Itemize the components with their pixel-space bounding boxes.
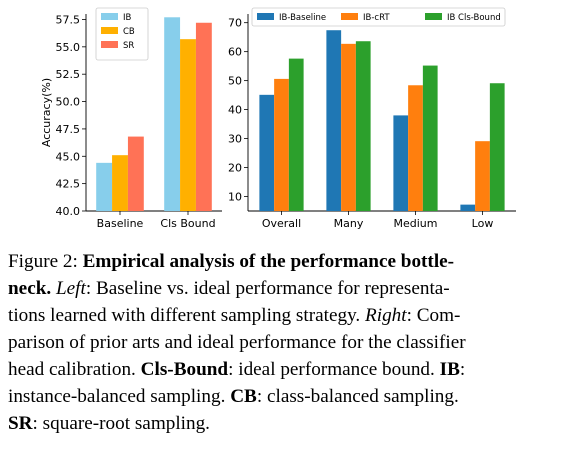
figure: 40.0 42.5 45.0 47.5 50.0 52.5 55.0 57.5 Baseline…	[40, 7, 516, 230]
y-tick-label: 45.0	[56, 150, 81, 163]
y-tick-label: 57.5	[56, 13, 81, 26]
bar-ib-cls-bound-overall	[288, 58, 304, 212]
bar-sr-baseline	[127, 136, 144, 211]
legend-label: IB-cRT	[363, 13, 390, 23]
bar-ib-baseline	[96, 162, 113, 211]
caption-right-text-3: head calibration.	[8, 359, 141, 380]
caption-ib-term: IB	[439, 359, 460, 380]
bar-ib-baseline-low	[460, 204, 476, 211]
caption-right-label: Right	[365, 305, 407, 326]
y-tick-label: 55.0	[56, 41, 81, 54]
caption-cb-def: : class-balanced sampling.	[256, 386, 459, 407]
y-tick-label: 30	[228, 133, 242, 146]
caption-cb-term: CB	[230, 386, 257, 407]
legend-swatch	[425, 13, 442, 20]
y-tick-label: 52.5	[56, 68, 81, 81]
bar-ib-crt-low	[475, 141, 490, 211]
bar-ib-crt-overall	[274, 78, 289, 211]
bar-cb-cls-bound	[180, 39, 196, 211]
y-tick-label: 47.5	[56, 123, 81, 136]
x-tick-label: Cls Bound	[160, 217, 215, 230]
caption-left-label: Left	[55, 278, 86, 299]
y-tick-label: 50.0	[56, 96, 81, 109]
legend-label: IB-Baseline	[279, 13, 326, 23]
legend-swatch	[257, 13, 274, 20]
caption-left-text-2: tions learned with different sampling st…	[8, 305, 366, 326]
y-tick-label: 60	[228, 46, 242, 59]
legend-label: CB	[123, 27, 135, 37]
x-tick-label: Overall	[262, 217, 301, 230]
y-tick-label: 42.5	[56, 178, 81, 191]
caption-sr-def: : square-root sampling.	[32, 413, 210, 434]
legend-swatch	[341, 13, 358, 20]
caption-title-1: Empirical analysis of the performance bo…	[82, 251, 455, 272]
caption-left-text-1: : Baseline vs. ideal performance for rep…	[85, 278, 450, 299]
caption-clsbound-def: : ideal performance bound.	[228, 359, 440, 380]
bar-ib-cls-bound-low	[489, 83, 505, 211]
x-tick-label: Baseline	[97, 217, 144, 230]
caption-fig-label: Figure 2:	[8, 251, 83, 272]
bar-ib-cls-bound-many	[355, 41, 371, 211]
bar-ib-baseline-many	[326, 30, 342, 212]
x-tick-label: Medium	[394, 217, 438, 230]
bar-sr-cls-bound	[195, 22, 212, 212]
legend-swatch	[101, 27, 118, 34]
legend-label: SR	[123, 41, 134, 51]
y-tick-label: 50	[228, 75, 242, 88]
right-chart: 10 20 30 40 50 60 70 Overall Many Medium Low IB-Bas…	[228, 7, 516, 230]
bar-ib-baseline-overall	[259, 94, 275, 211]
legend-label: IB Cls-Bound	[447, 13, 501, 23]
caption-ib-def-1: :	[459, 359, 466, 380]
bar-ib-cls-bound	[164, 17, 181, 212]
y-tick-label: 10	[228, 191, 242, 204]
caption-title-2: neck.	[8, 278, 52, 299]
bar-ib-crt-many	[341, 43, 356, 211]
caption-ib-def-2: instance-balanced sampling.	[8, 386, 231, 407]
bar-cb-baseline	[112, 155, 128, 211]
y-tick-label: 40	[228, 104, 242, 117]
legend-box	[251, 7, 506, 27]
y-tick-label: 40.0	[56, 205, 81, 218]
legend-swatch	[101, 13, 118, 20]
caption-sr-term: SR	[8, 413, 33, 434]
legend-label: IB	[123, 13, 132, 23]
caption-right-text-2: parison of prior arts and ideal performa…	[8, 332, 466, 353]
y-tick-label: 70	[228, 17, 242, 30]
y-axis-label: Accuracy(%)	[40, 78, 53, 147]
x-tick-label: Many	[334, 217, 364, 230]
bar-ib-crt-medium	[408, 85, 423, 211]
bar-ib-cls-bound-medium	[422, 65, 438, 211]
caption-clsbound-term: Cls-Bound	[140, 359, 229, 380]
y-tick-label: 20	[228, 162, 242, 175]
bar-ib-baseline-medium	[393, 115, 409, 211]
caption-right-text-1: : Com-	[406, 305, 461, 326]
left-chart: 40.0 42.5 45.0 47.5 50.0 52.5 55.0 57.5 Baseline…	[40, 7, 222, 230]
x-tick-label: Low	[472, 217, 494, 230]
legend-swatch	[101, 41, 118, 48]
figure-caption: Figure 2: Empirical analysis of the perf…	[8, 248, 564, 437]
